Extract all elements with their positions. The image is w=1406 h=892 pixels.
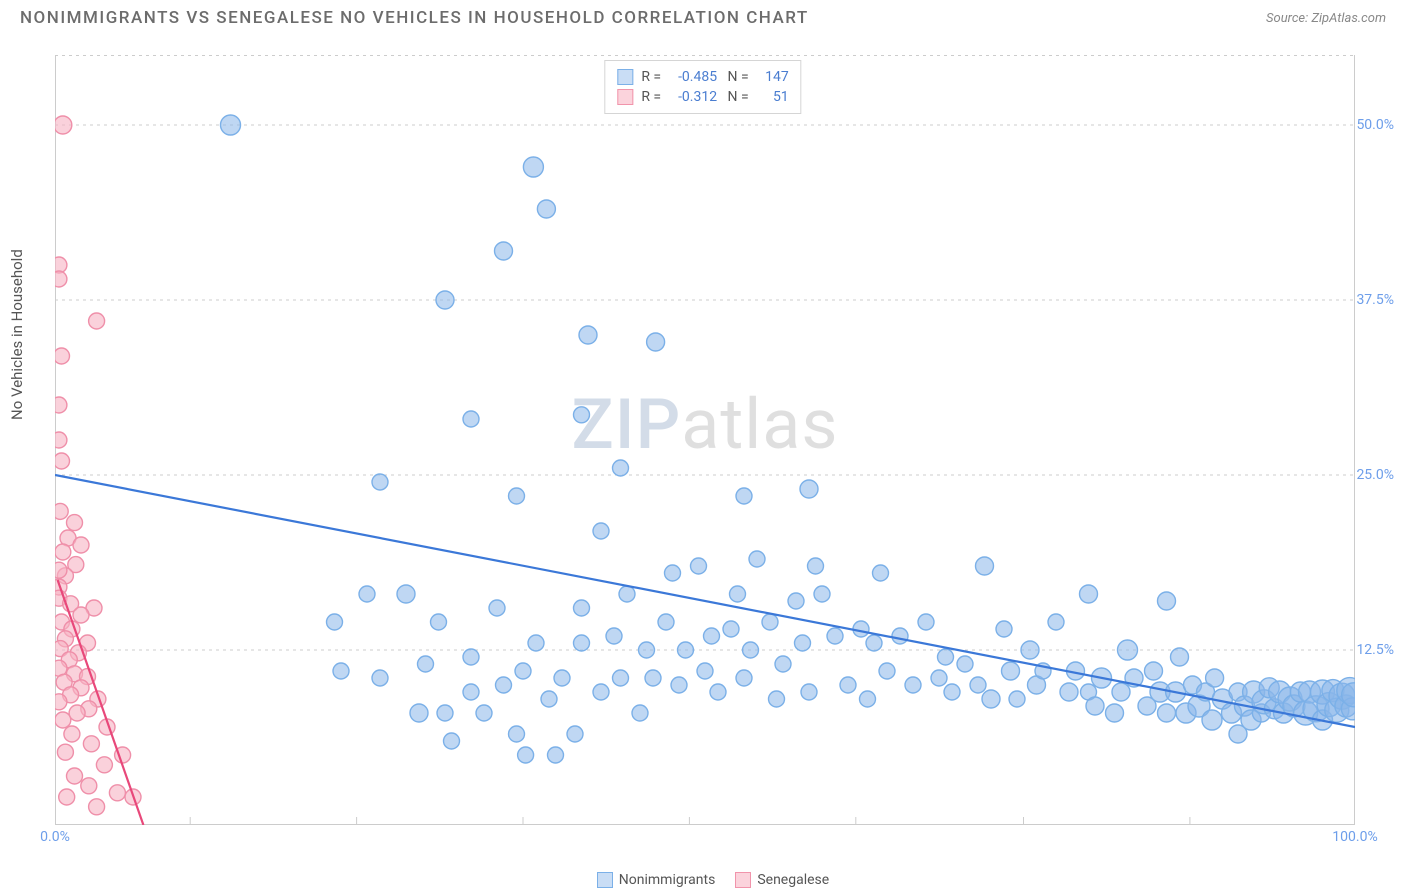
legend-swatch <box>617 89 633 105</box>
correlation-legend: R = -0.485 N = 147R = -0.312 N = 51 <box>604 60 801 114</box>
legend-r-value: -0.485 <box>665 69 717 85</box>
y-tick-label: 12.5% <box>1356 642 1394 658</box>
series-label: Senegalese <box>757 872 829 888</box>
legend-r-label: R = <box>641 69 661 85</box>
source-name: ZipAtlas.com <box>1311 11 1386 26</box>
y-tick-label: 25.0% <box>1356 467 1394 483</box>
series-legend: Nonimmigrants Senegalese <box>0 872 1406 888</box>
source-attribution: Source: ZipAtlas.com <box>1266 11 1386 26</box>
legend-n-value: 51 <box>753 89 789 105</box>
legend-swatch <box>617 69 633 85</box>
series-swatch <box>735 872 751 888</box>
series-label: Nonimmigrants <box>619 872 716 888</box>
series-swatch <box>597 872 613 888</box>
chart-title: NONIMMIGRANTS VS SENEGALESE NO VEHICLES … <box>20 8 809 28</box>
legend-r-label: R = <box>641 89 661 105</box>
legend-row: R = -0.312 N = 51 <box>617 87 788 107</box>
legend-row: R = -0.485 N = 147 <box>617 67 788 87</box>
y-tick-label: 37.5% <box>1356 292 1394 308</box>
scatter-plot <box>55 55 1355 825</box>
chart-area: ZIPatlas <box>55 55 1355 825</box>
y-tick-label: 50.0% <box>1356 117 1394 133</box>
y-axis-label: No Vehicles in Household <box>8 249 26 420</box>
x-tick-label: 0.0% <box>40 829 70 845</box>
x-tick-label: 100.0% <box>1332 829 1377 845</box>
legend-n-label: N = <box>728 89 749 105</box>
legend-n-value: 147 <box>753 69 789 85</box>
legend-n-label: N = <box>728 69 749 85</box>
legend-r-value: -0.312 <box>665 89 717 105</box>
source-prefix: Source: <box>1266 11 1311 26</box>
